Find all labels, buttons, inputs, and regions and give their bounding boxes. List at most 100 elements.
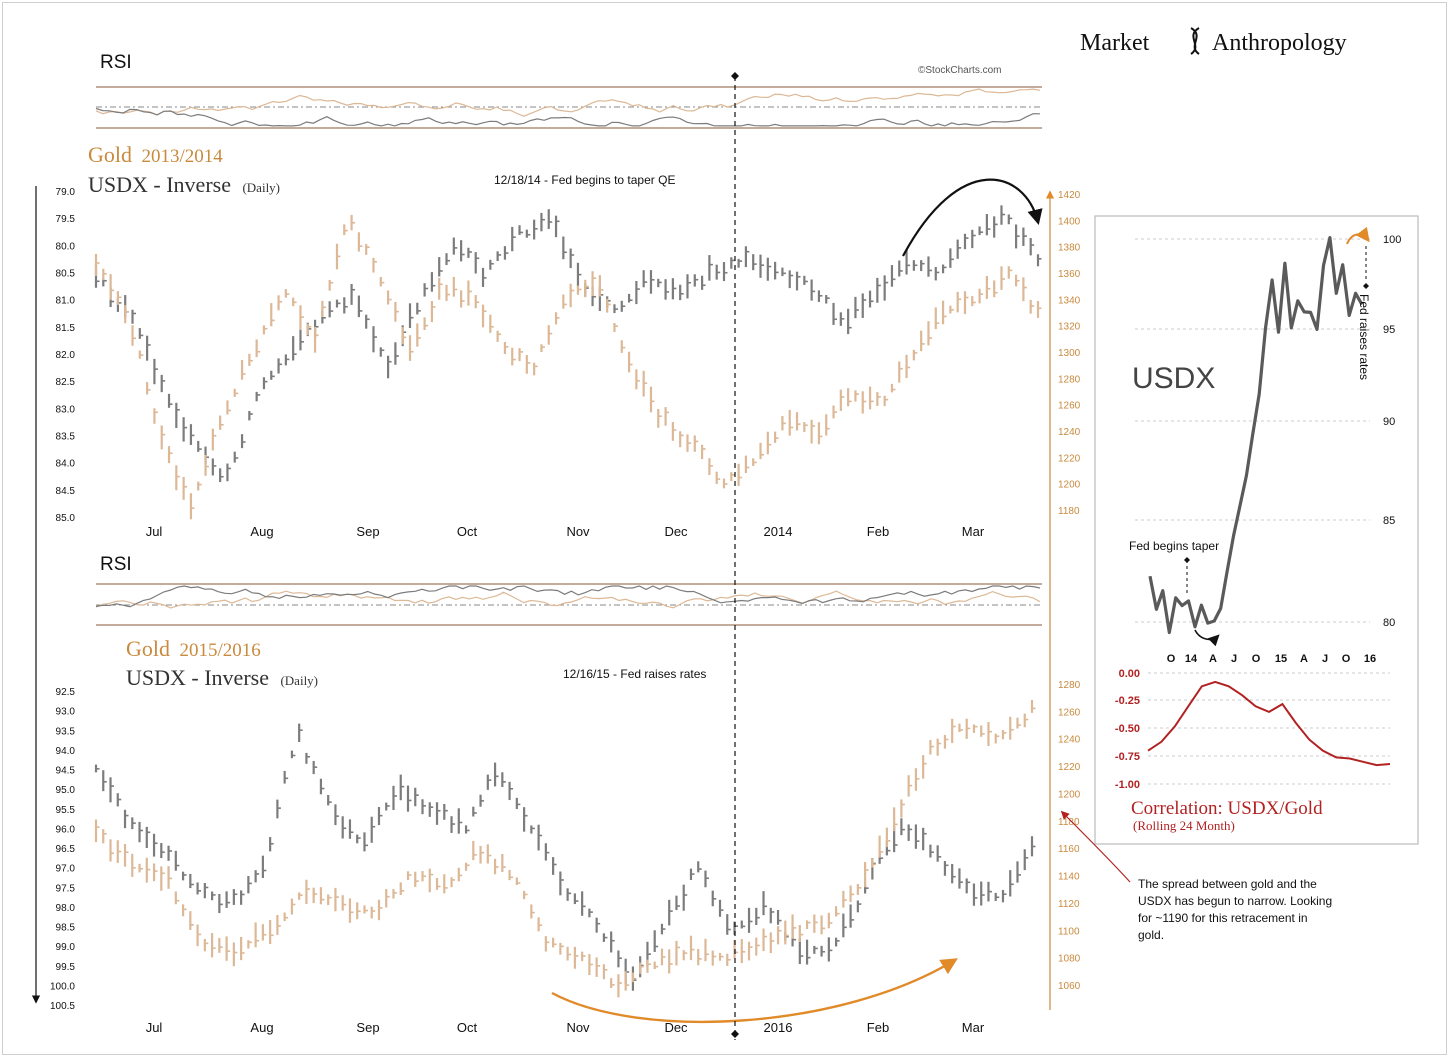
gold-bar-top [94,254,100,276]
bottom-usdx-title: USDX - Inverse (Daily) [126,665,318,690]
inset-gridlines: 100 95 90 85 80 [1135,234,1401,629]
gold-bar-top [554,312,560,325]
gold-bar-top [642,370,648,397]
gold-bar-bottom [145,857,151,883]
usdx-bar-top [328,301,334,318]
right-tick: 1280 [1058,374,1081,385]
gold-bar-top [562,294,567,309]
usdx-bar-bottom [1023,849,1029,871]
left-tick: 100.5 [50,1001,75,1012]
gold-bar-top [963,291,969,315]
inset-box [1094,215,1419,845]
corr-tick: 0.00 [1119,668,1140,680]
inset-y-tick: 80 [1383,617,1395,629]
bottom-rsi-panel [95,583,1042,626]
usdx-bar-top [416,302,421,315]
inset-x-tick: A [1209,653,1217,665]
usdx-bar-bottom [987,881,992,902]
right-tick: 1340 [1058,295,1081,306]
usdx-bar-bottom [617,950,622,968]
inset-taper-arrow [1194,629,1220,647]
gold-bar-top [474,295,480,309]
gold-bar-bottom [392,889,397,899]
usdx-bar-top [963,233,969,250]
usdx-bar-top [898,260,903,277]
usdx-bar-bottom [392,785,397,810]
month-label: Mar [962,524,985,539]
gold-bar-bottom [813,914,818,933]
usdx-bar-top [730,257,735,269]
gold-bar-bottom [123,844,129,867]
usdx-bar-top [642,270,648,288]
usdx-bar-bottom [508,781,514,801]
gold-bar-bottom [675,940,680,966]
gold-bar-bottom [849,885,855,903]
month-label: Oct [457,1020,478,1035]
usdx-bar-top [481,267,487,287]
gold-bar-bottom [943,734,949,749]
inset-x-tick: O [1167,653,1176,665]
gold-bar-bottom [218,937,223,953]
gold-bar-bottom [842,890,847,908]
usdx-bar-top [569,248,575,269]
left-tick: 81.5 [56,323,76,334]
gold-bar-top [533,362,538,376]
left-tick: 84.5 [56,486,76,497]
usdx-bar-top [430,272,436,292]
usdx-bar-top [956,239,962,259]
usdx-bar-bottom [406,785,412,812]
month-label: Oct [457,524,478,539]
gold-bar-bottom [820,915,826,935]
top-right-axis-ticks: 1420 1400 1380 1360 1340 1320 1300 1280 1260 1240… [1058,190,1081,517]
inset-x-tick: O [1252,653,1261,665]
usdx-bar-top [489,259,494,270]
usdx-bar-bottom [116,793,122,807]
usdx-bar-bottom [385,802,390,811]
gold-bar-top [496,330,502,342]
right-tick: 1300 [1058,348,1081,359]
usdx-bar-bottom [94,764,100,773]
gold-bar-top [890,383,896,393]
gold-bar-top [124,305,129,324]
gold-bar-top [657,409,662,428]
usdx-bar-bottom [312,760,318,775]
gold-bar-top [905,354,911,379]
corr-subtitle: (Rolling 24 Month) [1133,818,1235,833]
gold-bar-bottom [406,871,412,880]
usdx-bar-bottom [341,816,347,839]
corr-tick: -1.00 [1115,779,1140,791]
inset-y-tick: 95 [1383,324,1395,336]
usdx-bar-bottom [254,870,260,883]
gold-bar-bottom [305,879,310,904]
gold-bar-bottom [450,877,456,888]
left-tick: 96.0 [56,824,76,835]
usdx-bar-bottom [327,794,332,806]
corr-tick: -0.50 [1115,723,1140,735]
gold-bar-top [993,280,998,298]
usdx-bar-bottom [951,863,956,884]
gold-bar-bottom [254,922,260,948]
usdx-bar-top [949,248,954,268]
left-tick: 80.0 [56,241,76,252]
gold-bar-top [416,323,421,347]
left-tick: 80.5 [56,269,76,280]
gold-bar-top [1014,274,1020,287]
gold-bar-top [540,344,545,353]
gold-bar-top [803,422,808,432]
usdx-bar-top [496,251,502,261]
gold-bar-top [591,271,597,297]
gold-bar-top [832,405,838,419]
usdx-bar-top [649,270,655,294]
usdx-bar-bottom [319,778,325,795]
gold-bar-bottom [269,920,274,945]
right-tick: 1120 [1058,899,1080,910]
usdx-bar-top [226,463,231,482]
month-label: Dec [664,524,688,539]
usdx-bar-bottom [189,873,194,889]
right-tick: 1060 [1058,981,1081,992]
gold-bar-bottom [356,902,361,920]
gold-bar-top [277,295,283,311]
gold-bar-bottom [298,892,303,900]
gold-bar-top [270,303,275,327]
gold-bar-bottom [834,906,840,917]
